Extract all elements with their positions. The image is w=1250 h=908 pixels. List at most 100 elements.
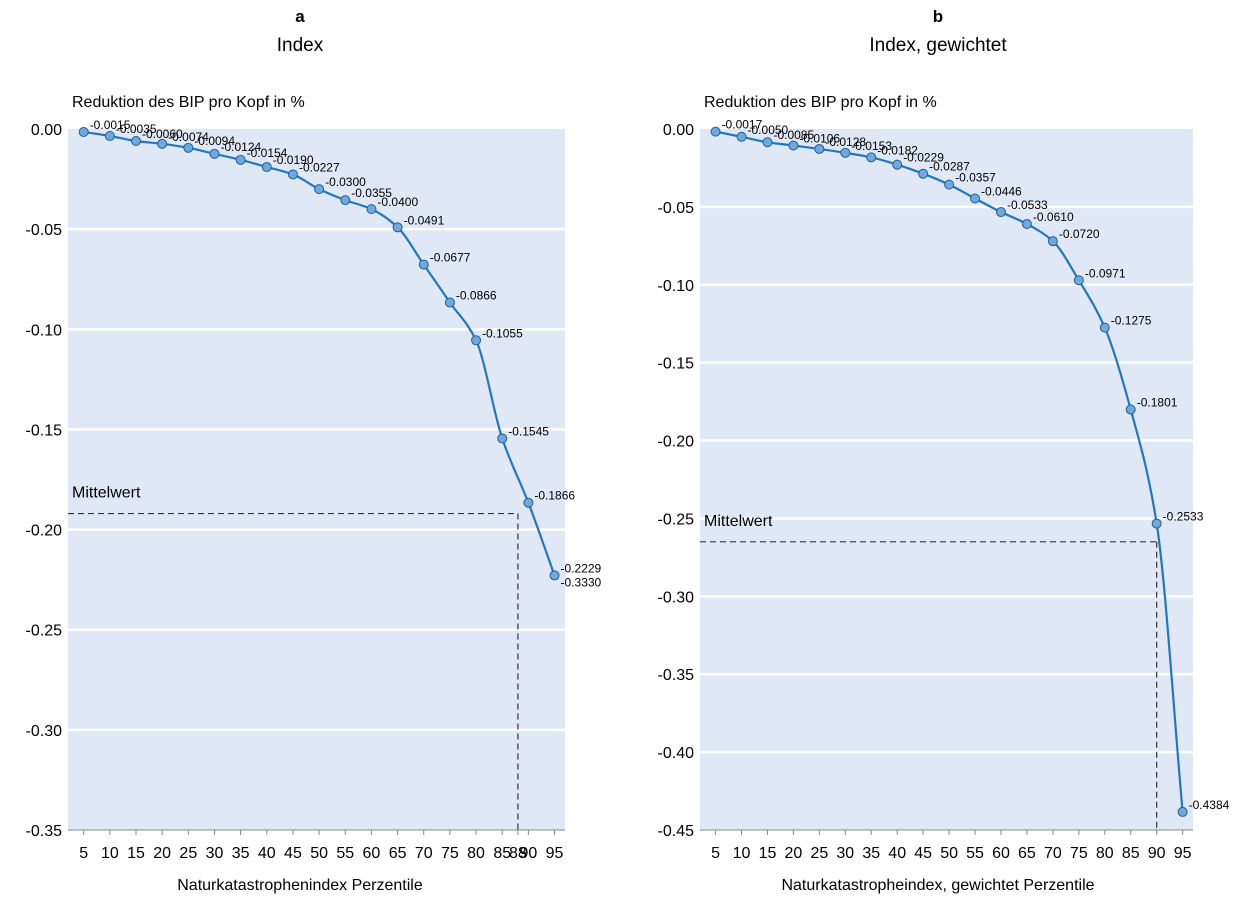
data-label: -0.0124 xyxy=(220,140,261,154)
data-point xyxy=(1021,219,1032,230)
plot-background xyxy=(700,129,1193,830)
y-tick-label: -0.20 xyxy=(658,434,695,451)
x-tick-label: 30 xyxy=(836,845,854,862)
x-tick-label: 90 xyxy=(1148,845,1166,862)
data-point xyxy=(340,195,351,206)
y-tick-label: -0.30 xyxy=(658,589,695,606)
x-tick-label: 50 xyxy=(310,845,328,862)
data-point xyxy=(944,179,955,190)
data-point xyxy=(157,138,168,149)
data-point xyxy=(287,169,298,180)
y-tick-label: -0.20 xyxy=(26,523,63,540)
data-label: -0.0094 xyxy=(194,134,235,148)
data-point xyxy=(762,137,773,148)
data-label: -0.0971 xyxy=(1085,266,1126,280)
x-tick-label: 75 xyxy=(441,845,459,862)
data-label: -0.3330 xyxy=(561,575,602,589)
data-point xyxy=(471,335,482,346)
data-label: -0.1866 xyxy=(534,489,575,503)
x-axis-title: Naturkatastrophenindex Perzentile xyxy=(177,877,423,894)
y-tick-label: -0.30 xyxy=(26,723,63,740)
data-point xyxy=(840,147,851,158)
data-point xyxy=(183,142,194,153)
data-label: -0.1801 xyxy=(1137,396,1178,410)
x-tick-label: 15 xyxy=(759,845,777,862)
mean-label: Mittelwert xyxy=(72,485,141,502)
data-label: -0.1055 xyxy=(482,326,523,340)
data-point xyxy=(104,131,115,142)
y-axis-title: Reduktion des BIP pro Kopf in % xyxy=(704,94,937,111)
x-tick-label: 35 xyxy=(862,845,880,862)
data-label: -0.0060 xyxy=(142,127,183,141)
data-label: -0.2533 xyxy=(1163,510,1204,524)
data-point xyxy=(314,184,325,195)
data-label: -0.0355 xyxy=(351,186,392,200)
data-label: -0.0182 xyxy=(877,143,918,157)
data-label: -0.0050 xyxy=(748,123,789,137)
data-label: -0.0227 xyxy=(299,160,340,174)
data-point xyxy=(131,136,142,147)
data-point xyxy=(866,152,877,163)
y-axis-title: Reduktion des BIP pro Kopf in % xyxy=(72,94,305,111)
panel-title: Index, gewichtet xyxy=(869,35,1007,56)
panel-title: Index xyxy=(277,35,324,56)
x-tick-label: 85 xyxy=(493,845,511,862)
y-tick-label: -0.10 xyxy=(658,278,695,295)
x-tick-label: 40 xyxy=(258,845,276,862)
data-point xyxy=(788,140,799,151)
plot-background xyxy=(68,129,565,830)
mean-label: Mittelwert xyxy=(704,513,773,530)
x-tick-label: 65 xyxy=(389,845,407,862)
data-label: -0.0035 xyxy=(116,122,157,136)
data-point xyxy=(1125,404,1136,415)
data-label: -0.0287 xyxy=(929,160,970,174)
data-point xyxy=(235,154,246,165)
data-label: -0.0229 xyxy=(903,151,944,165)
data-label: -0.0446 xyxy=(981,184,1022,198)
x-tick-label: 25 xyxy=(810,845,828,862)
data-point xyxy=(892,159,903,170)
x-tick-label: 45 xyxy=(284,845,302,862)
x-tick-label: 35 xyxy=(232,845,250,862)
x-tick-label: 80 xyxy=(1096,845,1114,862)
x-tick-label: 30 xyxy=(206,845,224,862)
data-label: -0.4384 xyxy=(1189,798,1230,812)
data-label: -0.0154 xyxy=(247,146,288,160)
x-tick-label: 20 xyxy=(153,845,171,862)
y-tick-label: -0.05 xyxy=(658,200,695,217)
data-label: -0.0677 xyxy=(430,251,471,265)
y-tick-label: -0.35 xyxy=(658,667,695,684)
data-label: -0.0074 xyxy=(168,130,209,144)
y-tick-label: -0.25 xyxy=(658,511,695,528)
x-tick-label: 40 xyxy=(888,845,906,862)
data-label: -0.0720 xyxy=(1059,227,1100,241)
data-point xyxy=(995,207,1006,218)
y-tick-label: -0.10 xyxy=(26,322,63,339)
x-tick-label: 85 xyxy=(1122,845,1140,862)
data-label: -0.0015 xyxy=(90,118,131,132)
data-point xyxy=(1099,322,1110,333)
data-point xyxy=(78,127,89,138)
data-label: -0.0128 xyxy=(825,135,866,149)
x-tick-label: 75 xyxy=(1070,845,1088,862)
x-axis-title: Naturkatastropheindex, gewichtet Perzent… xyxy=(781,877,1094,894)
chart-panel-a: a Index 0.00 -0.05 -0.10 -0.15 -0.20 -0.25 -0.30… xyxy=(26,7,602,894)
data-label: -0.0533 xyxy=(1007,198,1048,212)
data-point xyxy=(736,131,747,142)
y-tick-label: -0.40 xyxy=(658,745,695,762)
data-point xyxy=(261,162,272,173)
data-point xyxy=(1151,518,1162,529)
x-tick-label: 20 xyxy=(785,845,803,862)
panel-letter: b xyxy=(933,7,943,26)
data-label: -0.1275 xyxy=(1111,314,1152,328)
y-tick-label: -0.25 xyxy=(26,623,63,640)
data-point xyxy=(814,143,825,154)
data-label: -0.0610 xyxy=(1033,210,1074,224)
y-tick-label: -0.05 xyxy=(26,222,63,239)
y-tick-label: -0.15 xyxy=(658,356,695,373)
data-label: -0.0153 xyxy=(851,139,892,153)
data-point xyxy=(1073,275,1084,286)
data-label: -0.0106 xyxy=(799,132,840,146)
data-point xyxy=(392,222,403,233)
